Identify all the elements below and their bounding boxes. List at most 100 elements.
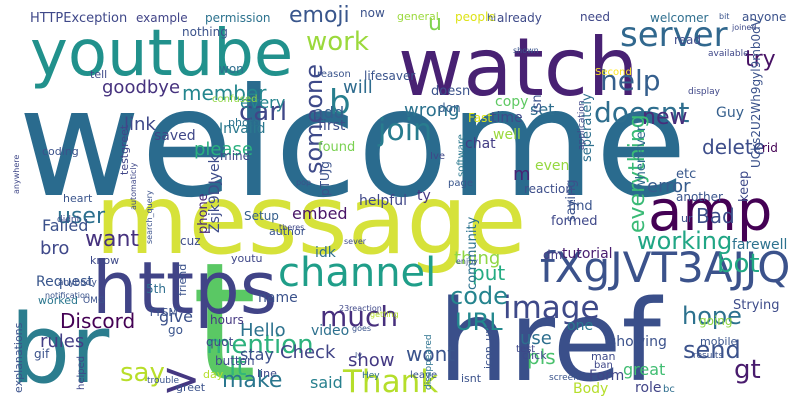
word-first: first (318, 118, 346, 134)
word-icon-url: icon_url (482, 326, 495, 369)
word-second: Second (595, 67, 632, 78)
word-server: server (620, 15, 728, 55)
word-thank: Thank (342, 364, 438, 400)
word-heart: heart (63, 192, 93, 205)
word-tysm: TYSM (147, 306, 178, 319)
word-ban: ban (594, 360, 613, 371)
word-search-query: search_query (145, 190, 154, 244)
word-dm: dm (543, 248, 562, 262)
word-request: Request (36, 274, 93, 290)
word-quot: quot (206, 335, 234, 349)
word-zsjk9djyek: Zsjk9DJyek (207, 154, 223, 233)
word-results: results (693, 351, 723, 361)
word-joined: joined (731, 23, 756, 32)
word-u: u (428, 11, 442, 36)
word-community: community (465, 216, 480, 290)
word-testgreet: testgreet (118, 124, 131, 175)
word-url: URL (455, 308, 503, 336)
word-add: add (314, 103, 344, 122)
word-gt: gt (734, 355, 761, 385)
word-author: author (269, 225, 306, 238)
word-time: time (491, 110, 523, 126)
word-say: say (120, 358, 165, 388)
word-goodbye: goodbye (102, 77, 180, 98)
word-anywhere: anywhere (12, 155, 21, 194)
word-someone: someone (300, 64, 328, 174)
word-worked: worked (38, 294, 78, 307)
word-found: found (318, 140, 355, 155)
word-pls: pls (527, 345, 556, 369)
word-show: show (348, 350, 395, 371)
word-m: m (513, 164, 531, 185)
word-test: test (516, 344, 535, 355)
word-will: will (343, 77, 373, 98)
word-won: won (219, 62, 244, 76)
word-invalid: Invalid (219, 121, 266, 137)
word-join: join (377, 113, 432, 148)
word-cuz: cuz (180, 234, 201, 248)
word-ly: ly (355, 351, 362, 360)
word-stay: stay (240, 345, 274, 364)
word-working: working (637, 227, 732, 255)
word-another: another (676, 190, 723, 204)
word-button: button (215, 354, 255, 368)
word-form: Form (589, 368, 624, 384)
word-welcomer: welcomer (650, 11, 709, 25)
word-automaticly: automaticly (129, 162, 138, 210)
word-br: br (10, 295, 110, 405)
word-sever: sever (344, 237, 367, 246)
word-didnt: didnt (57, 215, 81, 225)
word-mention: mention (206, 330, 314, 360)
word-bc: bc (663, 384, 675, 395)
word-watch: watch (398, 21, 639, 114)
word-bit: bit (719, 12, 729, 21)
word-hope: hope (682, 302, 742, 330)
word-channel: channel (278, 250, 436, 296)
word-page: page (448, 178, 473, 189)
word-copy: copy (495, 94, 528, 110)
word-strying: Strying (733, 298, 780, 313)
word-explanations: explanations (12, 322, 25, 393)
word-youtu: youtu (231, 252, 263, 265)
word-seperately: seperately (580, 93, 595, 162)
word-man: man (591, 350, 615, 363)
word-b: b (329, 83, 351, 123)
word-helpful: helpful (359, 193, 407, 209)
word-friend: friend (176, 264, 189, 296)
word-httpexception: HTTPException (30, 11, 127, 26)
word-saying: saying (564, 179, 579, 222)
word-disappeared: disappeared (424, 334, 434, 390)
word-code: code (450, 282, 508, 310)
word-whenever: whenever (634, 125, 649, 190)
word-need: need (580, 10, 610, 24)
word-formed: formed (551, 214, 598, 229)
word-know: know (90, 254, 119, 267)
word-photo: photo (228, 116, 260, 129)
word-embed: embed (292, 204, 348, 223)
word-software: software (456, 134, 467, 177)
word-failed: Failed (42, 216, 88, 235)
word-rid: rid (762, 141, 778, 155)
word-example: example (136, 11, 188, 25)
word-phone: phone (196, 193, 211, 234)
word-thing: thing (454, 248, 500, 269)
word-use: use (520, 328, 552, 349)
word-great: great (623, 360, 665, 379)
word-put: put (472, 261, 505, 285)
word-said: said (310, 373, 343, 392)
word-https: https (92, 246, 277, 330)
word-link: link (124, 114, 156, 135)
word-every: every (240, 93, 285, 112)
word-lt: lt (229, 352, 246, 382)
word-delete: delete (702, 135, 765, 159)
word-line: line (257, 367, 277, 380)
word-confused: confused (212, 94, 258, 105)
word-find: find (568, 199, 593, 214)
word-check: Check (280, 342, 336, 363)
word-well: well (493, 127, 521, 143)
word-people: people (455, 10, 496, 24)
word-leave: leave (410, 370, 437, 381)
word-symbol: > (162, 352, 201, 405)
word-everything: everything (625, 114, 650, 233)
